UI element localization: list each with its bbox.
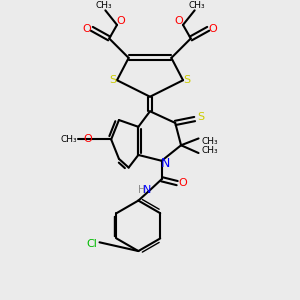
Text: O: O: [116, 16, 125, 26]
Text: CH₃: CH₃: [95, 1, 112, 10]
Text: CH₃: CH₃: [188, 1, 205, 10]
Text: H: H: [138, 185, 145, 195]
Text: O: O: [178, 178, 188, 188]
Text: Cl: Cl: [86, 239, 97, 249]
Text: CH₃: CH₃: [202, 146, 218, 154]
Text: CH₃: CH₃: [202, 137, 218, 146]
Text: CH₃: CH₃: [60, 135, 77, 144]
Text: O: O: [209, 24, 218, 34]
Text: O: O: [83, 134, 92, 144]
Text: S: S: [183, 75, 190, 85]
Text: N: N: [143, 185, 151, 195]
Text: N: N: [161, 157, 170, 170]
Text: S: S: [197, 112, 204, 122]
Text: O: O: [82, 24, 91, 34]
Text: S: S: [110, 75, 117, 85]
Text: O: O: [175, 16, 184, 26]
